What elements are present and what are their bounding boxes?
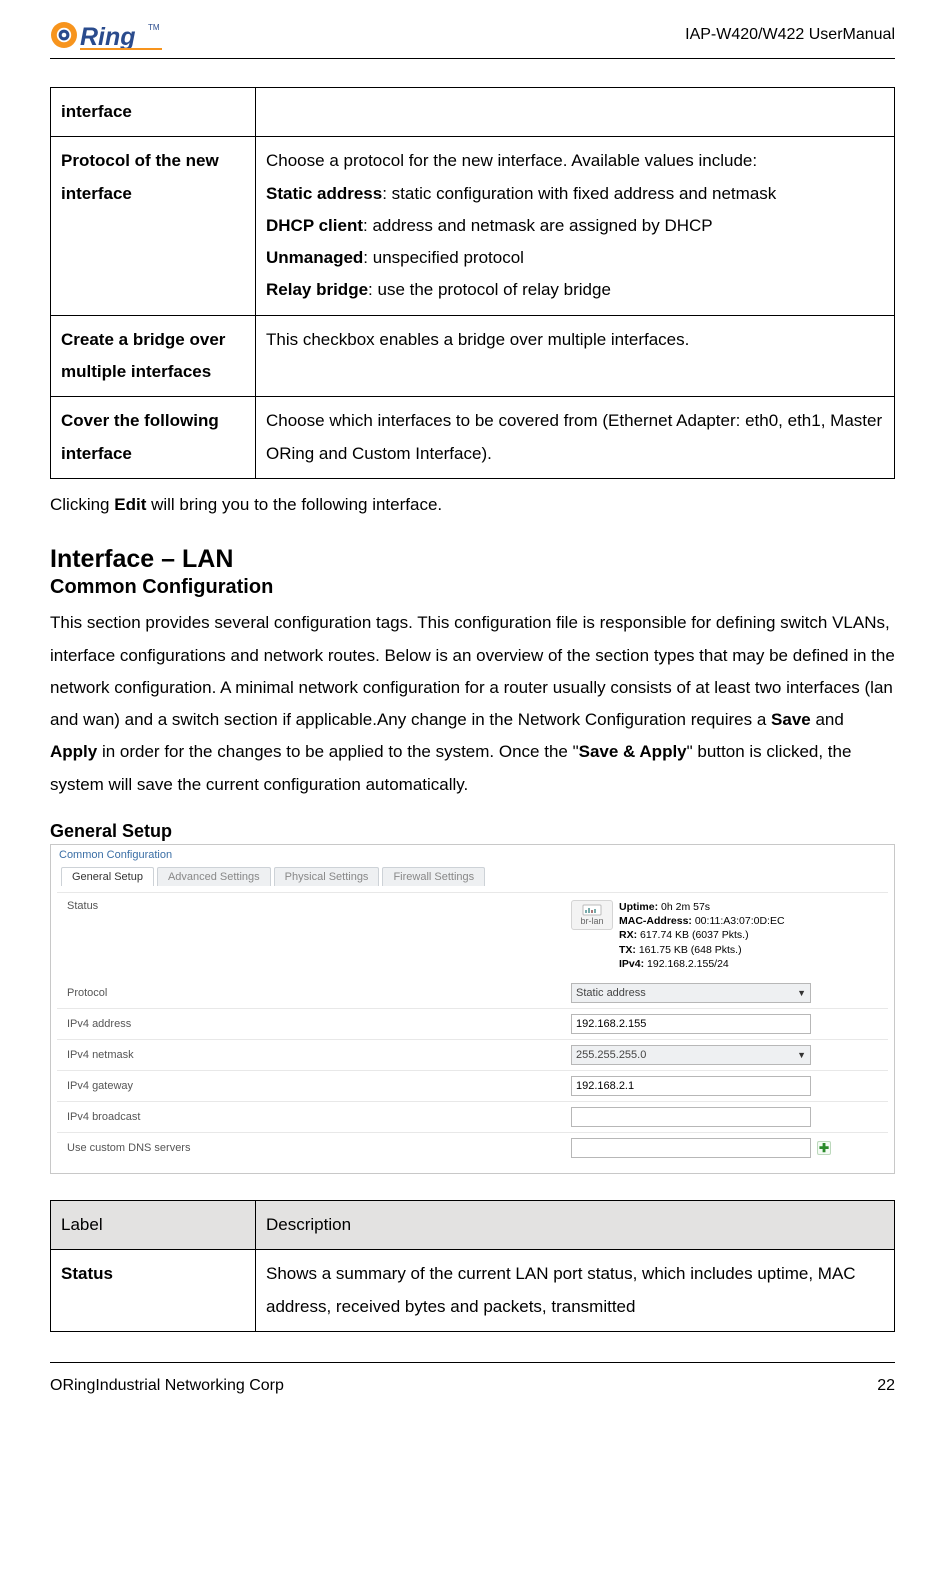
ld-head-label: Label <box>51 1200 256 1249</box>
protocol-select[interactable]: Static address▼ <box>571 983 811 1003</box>
tab-general-setup[interactable]: General Setup <box>61 867 154 886</box>
tab-advanced-settings[interactable]: Advanced Settings <box>157 867 271 886</box>
param-desc: This checkbox enables a bridge over mult… <box>256 315 895 397</box>
svg-text:Ring: Ring <box>80 23 136 51</box>
form-row: IPv4 broadcast <box>57 1101 888 1132</box>
edit-note: Clicking Edit will bring you to the foll… <box>50 489 895 521</box>
param-desc <box>256 88 895 137</box>
footer-page-number: 22 <box>877 1377 895 1395</box>
form-label: IPv4 address <box>61 1018 571 1030</box>
form-row: IPv4 gateway <box>57 1070 888 1101</box>
param-label: Cover the following interface <box>51 397 256 479</box>
common-configuration-panel: Common Configuration General SetupAdvanc… <box>50 844 895 1174</box>
form-row: Use custom DNS servers ✚ <box>57 1132 888 1163</box>
label-description-table: Label Description StatusShows a summary … <box>50 1200 895 1332</box>
brand-logo: Ring TM <box>50 18 168 52</box>
ipv4-broadcast-input[interactable] <box>571 1107 811 1127</box>
heading-general-setup: General Setup <box>50 821 895 842</box>
param-label: Protocol of the new interface <box>51 137 256 315</box>
ld-label: Status <box>51 1250 256 1332</box>
chevron-down-icon: ▼ <box>797 988 806 998</box>
common-config-paragraph: This section provides several configurat… <box>50 607 895 801</box>
manual-title: IAP-W420/W422 UserManual <box>685 18 895 44</box>
form-label: IPv4 netmask <box>61 1049 571 1061</box>
ld-desc: Shows a summary of the current LAN port … <box>256 1250 895 1332</box>
param-desc: Choose which interfaces to be covered fr… <box>256 397 895 479</box>
footer-company: ORingIndustrial Networking Corp <box>50 1377 284 1395</box>
status-values: Uptime: 0h 2m 57s MAC-Address: 00:11:A3:… <box>619 900 785 971</box>
interface-icon: br-lan <box>571 900 613 930</box>
status-row: Status br-lan Uptime: 0h 2m 57s MAC-Addr… <box>57 892 888 978</box>
use-custom-dns-servers-input[interactable] <box>571 1138 811 1158</box>
params-table: interfaceProtocol of the new interfaceCh… <box>50 87 895 479</box>
ipv4-address-input[interactable] <box>571 1014 811 1034</box>
header-rule <box>50 58 895 59</box>
heading-interface-lan: Interface – LAN <box>50 545 895 574</box>
param-label: interface <box>51 88 256 137</box>
svg-text:TM: TM <box>148 23 160 32</box>
page-footer: ORingIndustrial Networking Corp 22 <box>50 1362 895 1395</box>
ld-head-desc: Description <box>256 1200 895 1249</box>
panel-legend: Common Configuration <box>57 849 888 865</box>
chevron-down-icon: ▼ <box>797 1050 806 1060</box>
status-label: Status <box>61 900 571 912</box>
form-label: Protocol <box>61 987 571 999</box>
form-row: IPv4 netmask255.255.255.0▼ <box>57 1039 888 1070</box>
param-desc: Choose a protocol for the new interface.… <box>256 137 895 315</box>
form-label: Use custom DNS servers <box>61 1142 571 1154</box>
ipv4-gateway-input[interactable] <box>571 1076 811 1096</box>
form-row: IPv4 address <box>57 1008 888 1039</box>
tab-firewall-settings[interactable]: Firewall Settings <box>382 867 485 886</box>
form-row: ProtocolStatic address▼ <box>57 978 888 1008</box>
add-icon[interactable]: ✚ <box>817 1141 831 1155</box>
param-label: Create a bridge over multiple interfaces <box>51 315 256 397</box>
ipv4-netmask-select[interactable]: 255.255.255.0▼ <box>571 1045 811 1065</box>
form-label: IPv4 broadcast <box>61 1111 571 1123</box>
heading-common-configuration: Common Configuration <box>50 576 895 599</box>
form-label: IPv4 gateway <box>61 1080 571 1092</box>
tab-physical-settings[interactable]: Physical Settings <box>274 867 380 886</box>
